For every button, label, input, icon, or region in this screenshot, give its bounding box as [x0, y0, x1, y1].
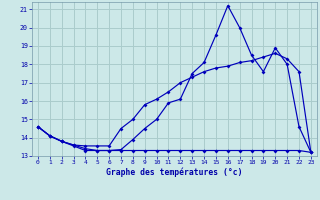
X-axis label: Graphe des températures (°c): Graphe des températures (°c)	[106, 168, 243, 177]
